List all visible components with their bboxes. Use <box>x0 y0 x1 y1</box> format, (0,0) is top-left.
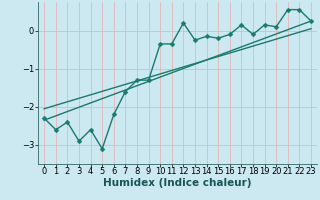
X-axis label: Humidex (Indice chaleur): Humidex (Indice chaleur) <box>103 178 252 188</box>
